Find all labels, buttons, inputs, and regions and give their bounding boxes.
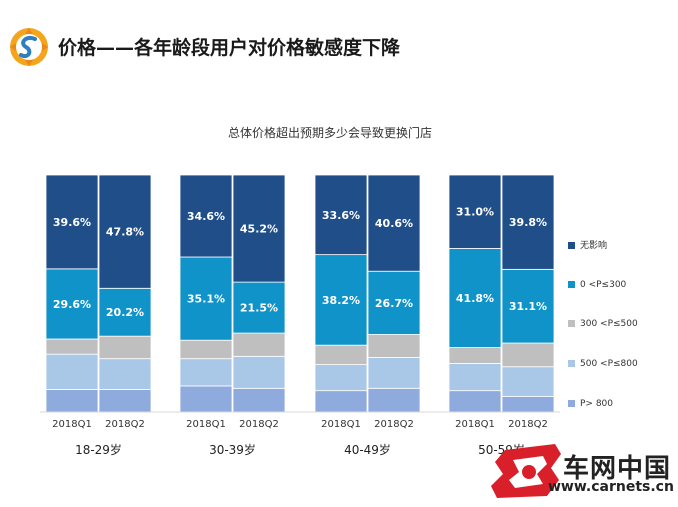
x-tick-label: 2018Q2 [239,419,279,430]
bar-segment [448,390,502,413]
legend-swatch [568,400,575,407]
data-label: 31.0% [456,206,494,219]
bar-segment [448,363,502,392]
bar-segment [179,256,233,341]
bar-segment [98,174,152,289]
bar-segment [367,357,421,389]
data-label: 29.6% [53,298,91,311]
bar-segment [314,364,368,392]
slide-header: 价格——各年龄段用户对价格敏感度下降 [0,0,678,70]
bar-segment [501,174,555,270]
bar-segment [98,335,152,360]
group-label: 40-49岁 [344,442,391,457]
watermark-brand: 车网中国 [563,454,672,484]
legend-swatch [568,320,575,327]
data-label: 34.6% [187,210,225,223]
legend-swatch [568,360,575,367]
x-tick-label: 2018Q1 [52,419,92,430]
watermark-logo [485,440,678,503]
legend-label: 无影响 [580,239,607,251]
bar-segment [232,174,286,283]
data-label: 38.2% [322,294,360,307]
group-label: 30-39岁 [209,442,256,457]
bar-segment [232,332,286,357]
bar-segment [45,338,99,355]
x-tick-label: 2018Q1 [321,419,361,430]
legend-label: 500 <P≤800 [580,359,638,369]
data-label: 20.2% [106,306,144,319]
legend-label: 300 <P≤500 [580,319,638,329]
bar-segment [314,174,368,256]
chart-title: 总体价格超出预期多少会导致更换门店 [228,125,432,140]
labels-layer: 29.6% 39.6% 2018Q1 20.2% 47.8% 2018Q2 18-29岁 35… [52,206,548,457]
data-label: 31.1% [509,300,547,313]
bar-segment [98,287,152,337]
data-label: 35.1% [187,293,225,306]
legend: 无影响 0 <P≤300 300 <P≤500 500 <P≤800 P> 800 [568,239,638,409]
car-logo-icon [491,444,561,498]
bar-segment [367,270,421,335]
bar-segment [314,254,368,346]
x-tick-label: 2018Q2 [374,419,414,430]
data-label: 40.6% [375,217,413,230]
bar-segment [232,281,286,334]
bar-segment [314,390,368,413]
bar-segment [179,385,233,413]
bars-layer [40,174,560,413]
bar-segment [448,347,502,364]
bar-segment [367,174,421,272]
bar-segment [98,389,152,413]
legend-label: P> 800 [580,399,613,409]
group-label: 18-29岁 [75,442,122,457]
data-label: 33.6% [322,209,360,222]
x-tick-label: 2018Q1 [186,419,226,430]
bar-segment [367,387,421,413]
data-label: 26.7% [375,297,413,310]
x-tick-label: 2018Q1 [455,419,495,430]
legend-swatch [568,242,575,249]
legend-label: 0 <P≤300 [580,280,627,290]
data-label: 45.2% [240,223,278,236]
bar-segment [45,174,99,270]
bar-segment [179,339,233,360]
bar-segment [367,334,421,358]
data-label: 47.8% [106,226,144,239]
bar-segment [45,389,99,413]
x-tick-label: 2018Q2 [508,419,548,430]
bar-segment [501,342,555,368]
bar-segment [179,174,233,258]
bar-segment [314,344,368,366]
bar-segment [45,353,99,390]
page-title: 价格——各年龄段用户对价格敏感度下降 [58,37,401,59]
bar-segment [448,248,502,348]
bar-segment [232,355,286,389]
bar-segment [501,396,555,413]
bar-segment [448,174,502,249]
bar-segment [98,358,152,390]
data-label: 21.5% [240,302,278,315]
legend-swatch [568,281,575,288]
data-label: 39.8% [509,216,547,229]
logo-icon [10,28,48,66]
bar-segment [501,268,555,344]
data-label: 41.8% [456,292,494,305]
bar-segment [501,366,555,397]
watermark-url: www.carnets.cn [548,479,674,495]
bar-segment [179,358,233,387]
data-label: 39.6% [53,216,91,229]
x-tick-label: 2018Q2 [105,419,145,430]
bar-segment [232,387,286,413]
